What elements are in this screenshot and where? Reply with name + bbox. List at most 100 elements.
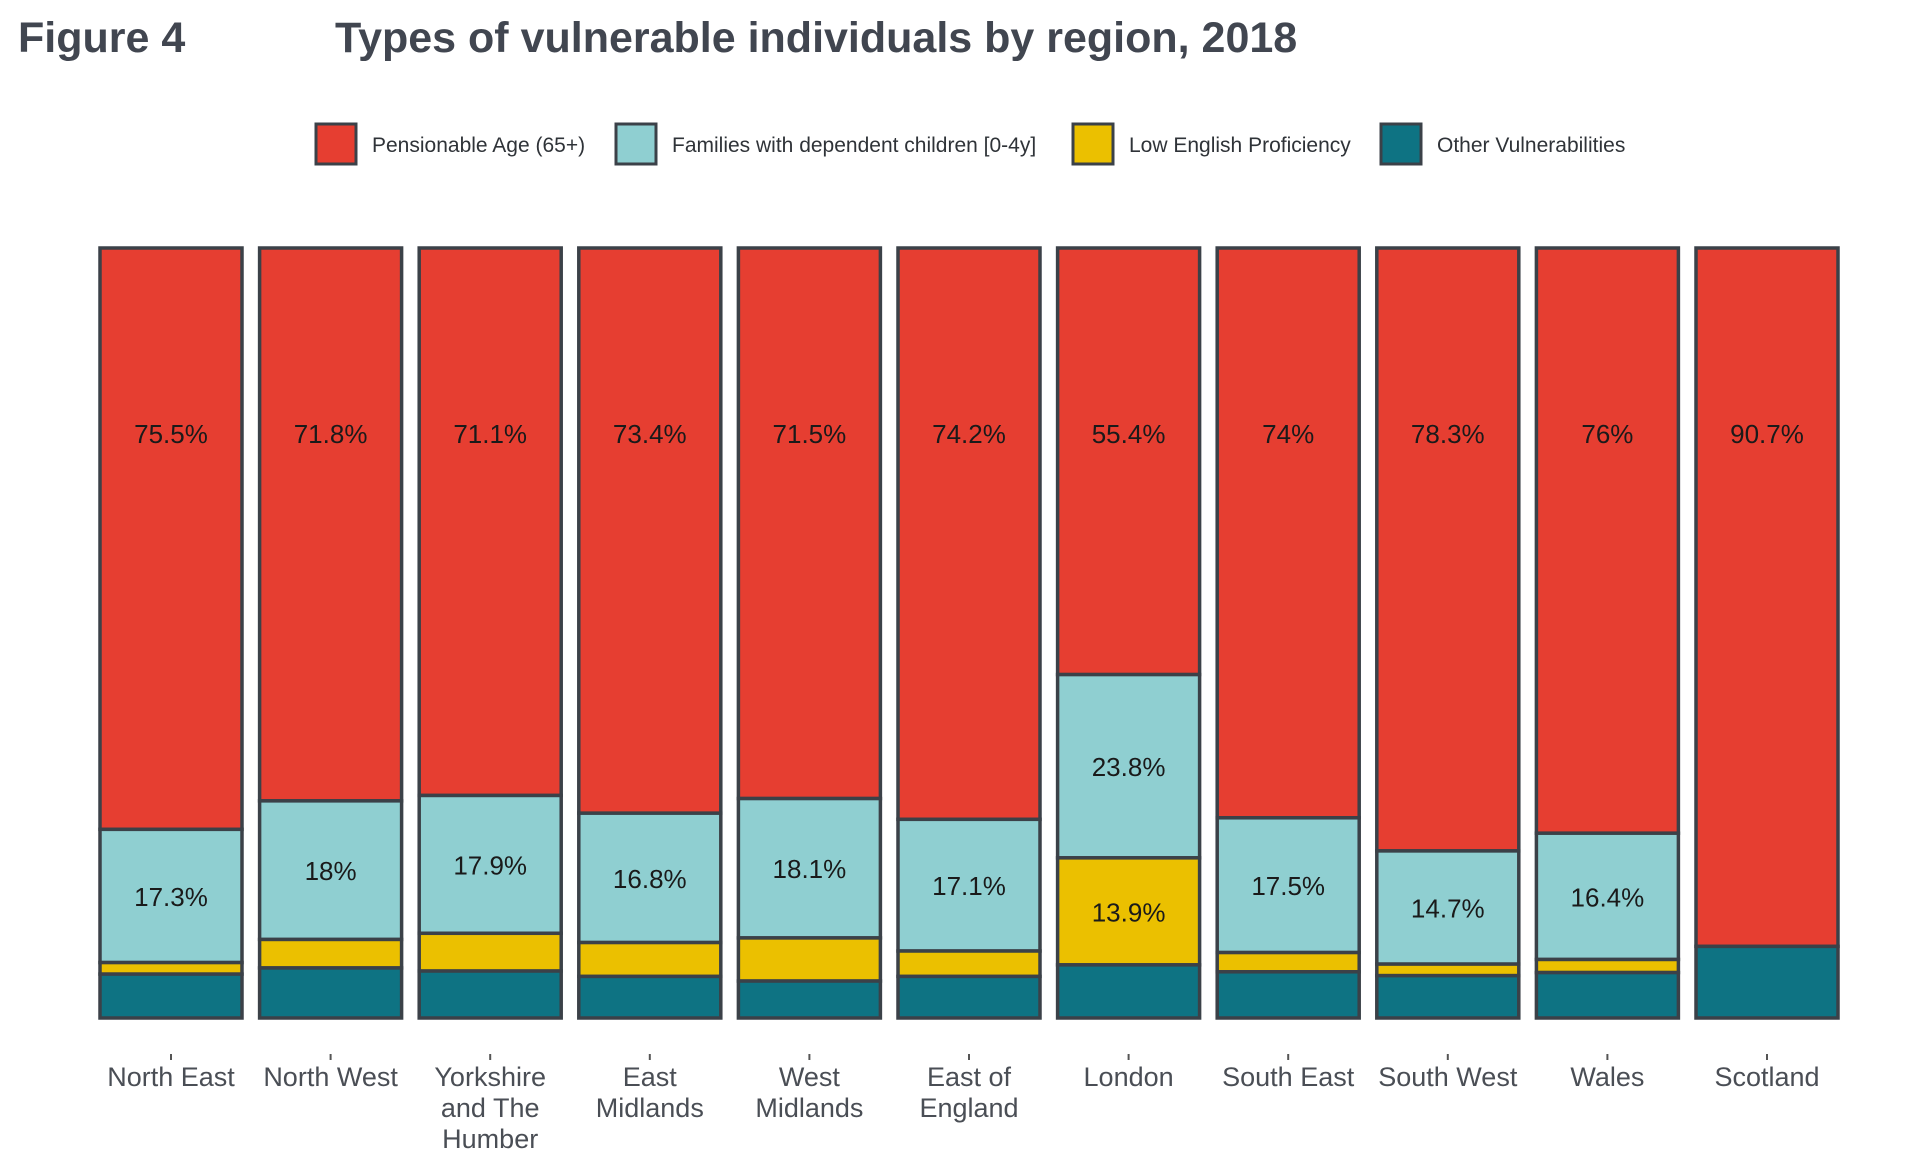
x-tick-label-line: Yorkshire — [434, 1062, 546, 1092]
bar-segment — [896, 974, 1042, 1020]
legend-label: Low English Proficiency — [1129, 134, 1351, 157]
legend-swatch — [1379, 122, 1423, 166]
x-tick-label: South West — [1378, 1062, 1518, 1092]
bar-segment — [1694, 246, 1840, 949]
x-tick-label: East of England — [919, 1062, 1018, 1123]
x-tick-label: North East — [107, 1062, 235, 1092]
bar-segment — [736, 246, 883, 801]
legend-swatch — [314, 122, 358, 166]
x-tick-label: South East — [1222, 1062, 1355, 1092]
legend: Pensionable Age (65+) Families with depen… — [314, 122, 1625, 166]
data-label: 76% — [1581, 419, 1633, 449]
data-label: 90.7% — [1730, 419, 1804, 449]
data-labels: 75.5% 17.3% 71.8% 18% 71.1% 17.9% 73.4% 16.8% 71… — [134, 419, 1804, 927]
x-tick-label: North West — [263, 1062, 398, 1092]
bar-segment — [257, 799, 404, 942]
bar-segment — [1534, 970, 1681, 1020]
bar-segment — [736, 979, 883, 1020]
data-label: 17.3% — [134, 882, 208, 912]
x-tick-label-line: and The — [441, 1093, 540, 1123]
x-tick-label-line: South East — [1222, 1062, 1355, 1092]
x-tick-label-line: Humber — [442, 1124, 538, 1154]
bar-segment — [1055, 672, 1202, 860]
bar-segment — [736, 796, 883, 940]
bar-segment — [896, 246, 1042, 822]
x-tick-label-line: London — [1084, 1062, 1174, 1092]
legend-label: Families with dependent children [0-4y] — [672, 134, 1036, 157]
x-tick-label: Yorkshire and The Humber — [434, 1062, 546, 1154]
x-tick-label-line: Midlands — [755, 1093, 863, 1123]
x-tick-label: Wales — [1570, 1062, 1644, 1092]
x-tick-label: East Midlands — [596, 1062, 704, 1123]
x-tick-label-line: East — [623, 1062, 678, 1092]
bar-segment — [1694, 944, 1840, 1020]
x-tick-label-line: Midlands — [596, 1093, 704, 1123]
x-axis: North East North West Yorkshire and The Humb… — [107, 1054, 1820, 1154]
data-label: 17.1% — [932, 871, 1006, 901]
data-label: 14.7% — [1411, 894, 1485, 924]
data-label: 55.4% — [1092, 419, 1166, 449]
bar-segment — [577, 811, 723, 945]
bar-segment — [736, 936, 883, 983]
bar-segment — [1215, 950, 1361, 974]
bars — [98, 246, 1840, 1020]
bar-segment — [1215, 246, 1361, 820]
x-tick-label-line: East of — [927, 1062, 1012, 1092]
data-label: 71.1% — [453, 419, 527, 449]
bar-segment — [1534, 831, 1681, 962]
bar-segment — [1215, 970, 1361, 1020]
x-tick-label-line: North East — [107, 1062, 235, 1092]
data-label: 16.8% — [613, 864, 687, 894]
data-label: 13.9% — [1092, 897, 1166, 927]
x-tick-label: London — [1084, 1062, 1174, 1092]
bar-segment — [577, 940, 723, 979]
x-tick-label-line: Scotland — [1714, 1062, 1819, 1092]
bar-segment — [417, 246, 563, 798]
data-label: 74.2% — [932, 419, 1006, 449]
x-tick-label-line: North West — [263, 1062, 398, 1092]
bar-segment — [896, 817, 1042, 953]
bar-segment — [98, 827, 244, 965]
bar-segment — [577, 974, 723, 1020]
legend-swatch — [614, 122, 658, 166]
legend-swatch — [1071, 122, 1115, 166]
bar-segment — [257, 966, 404, 1020]
bar-segment — [1055, 856, 1202, 967]
data-label: 17.5% — [1251, 871, 1325, 901]
figure-label: Figure 4 — [18, 14, 186, 62]
data-label: 18% — [305, 856, 357, 886]
bar-segment — [896, 949, 1042, 979]
x-tick-label-line: Wales — [1570, 1062, 1644, 1092]
bar-segment — [98, 246, 244, 832]
x-tick-label: West Midlands — [755, 1062, 863, 1123]
x-tick-label-line: South West — [1378, 1062, 1518, 1092]
data-label: 17.9% — [453, 850, 527, 880]
data-label: 16.4% — [1571, 882, 1645, 912]
data-label: 23.8% — [1092, 752, 1166, 782]
bar-segment — [98, 972, 244, 1020]
x-tick-label: Scotland — [1714, 1062, 1819, 1092]
bar-segment — [1375, 973, 1521, 1020]
bar-segment — [1055, 963, 1202, 1020]
x-tick-label-line: West — [779, 1062, 841, 1092]
bar-segment — [417, 969, 563, 1020]
bar-segment — [1534, 957, 1681, 975]
legend-label: Other Vulnerabilities — [1437, 134, 1625, 157]
bar-segment — [257, 246, 404, 803]
data-label: 74% — [1262, 419, 1314, 449]
data-label: 71.5% — [773, 419, 847, 449]
bar-segment — [1055, 246, 1202, 677]
legend-label: Pensionable Age (65+) — [372, 134, 585, 157]
chart-title: Types of vulnerable individuals by regio… — [335, 14, 1298, 62]
data-label: 73.4% — [613, 419, 687, 449]
bar-segment — [257, 937, 404, 970]
bar-segment — [1215, 816, 1361, 955]
data-label: 75.5% — [134, 419, 208, 449]
bar-segment — [1534, 246, 1681, 835]
bar-segment — [1375, 246, 1521, 853]
data-label: 18.1% — [773, 854, 847, 884]
bar-segment — [417, 931, 563, 973]
bar-segment — [1375, 849, 1521, 966]
x-tick-label-line: England — [919, 1093, 1018, 1123]
